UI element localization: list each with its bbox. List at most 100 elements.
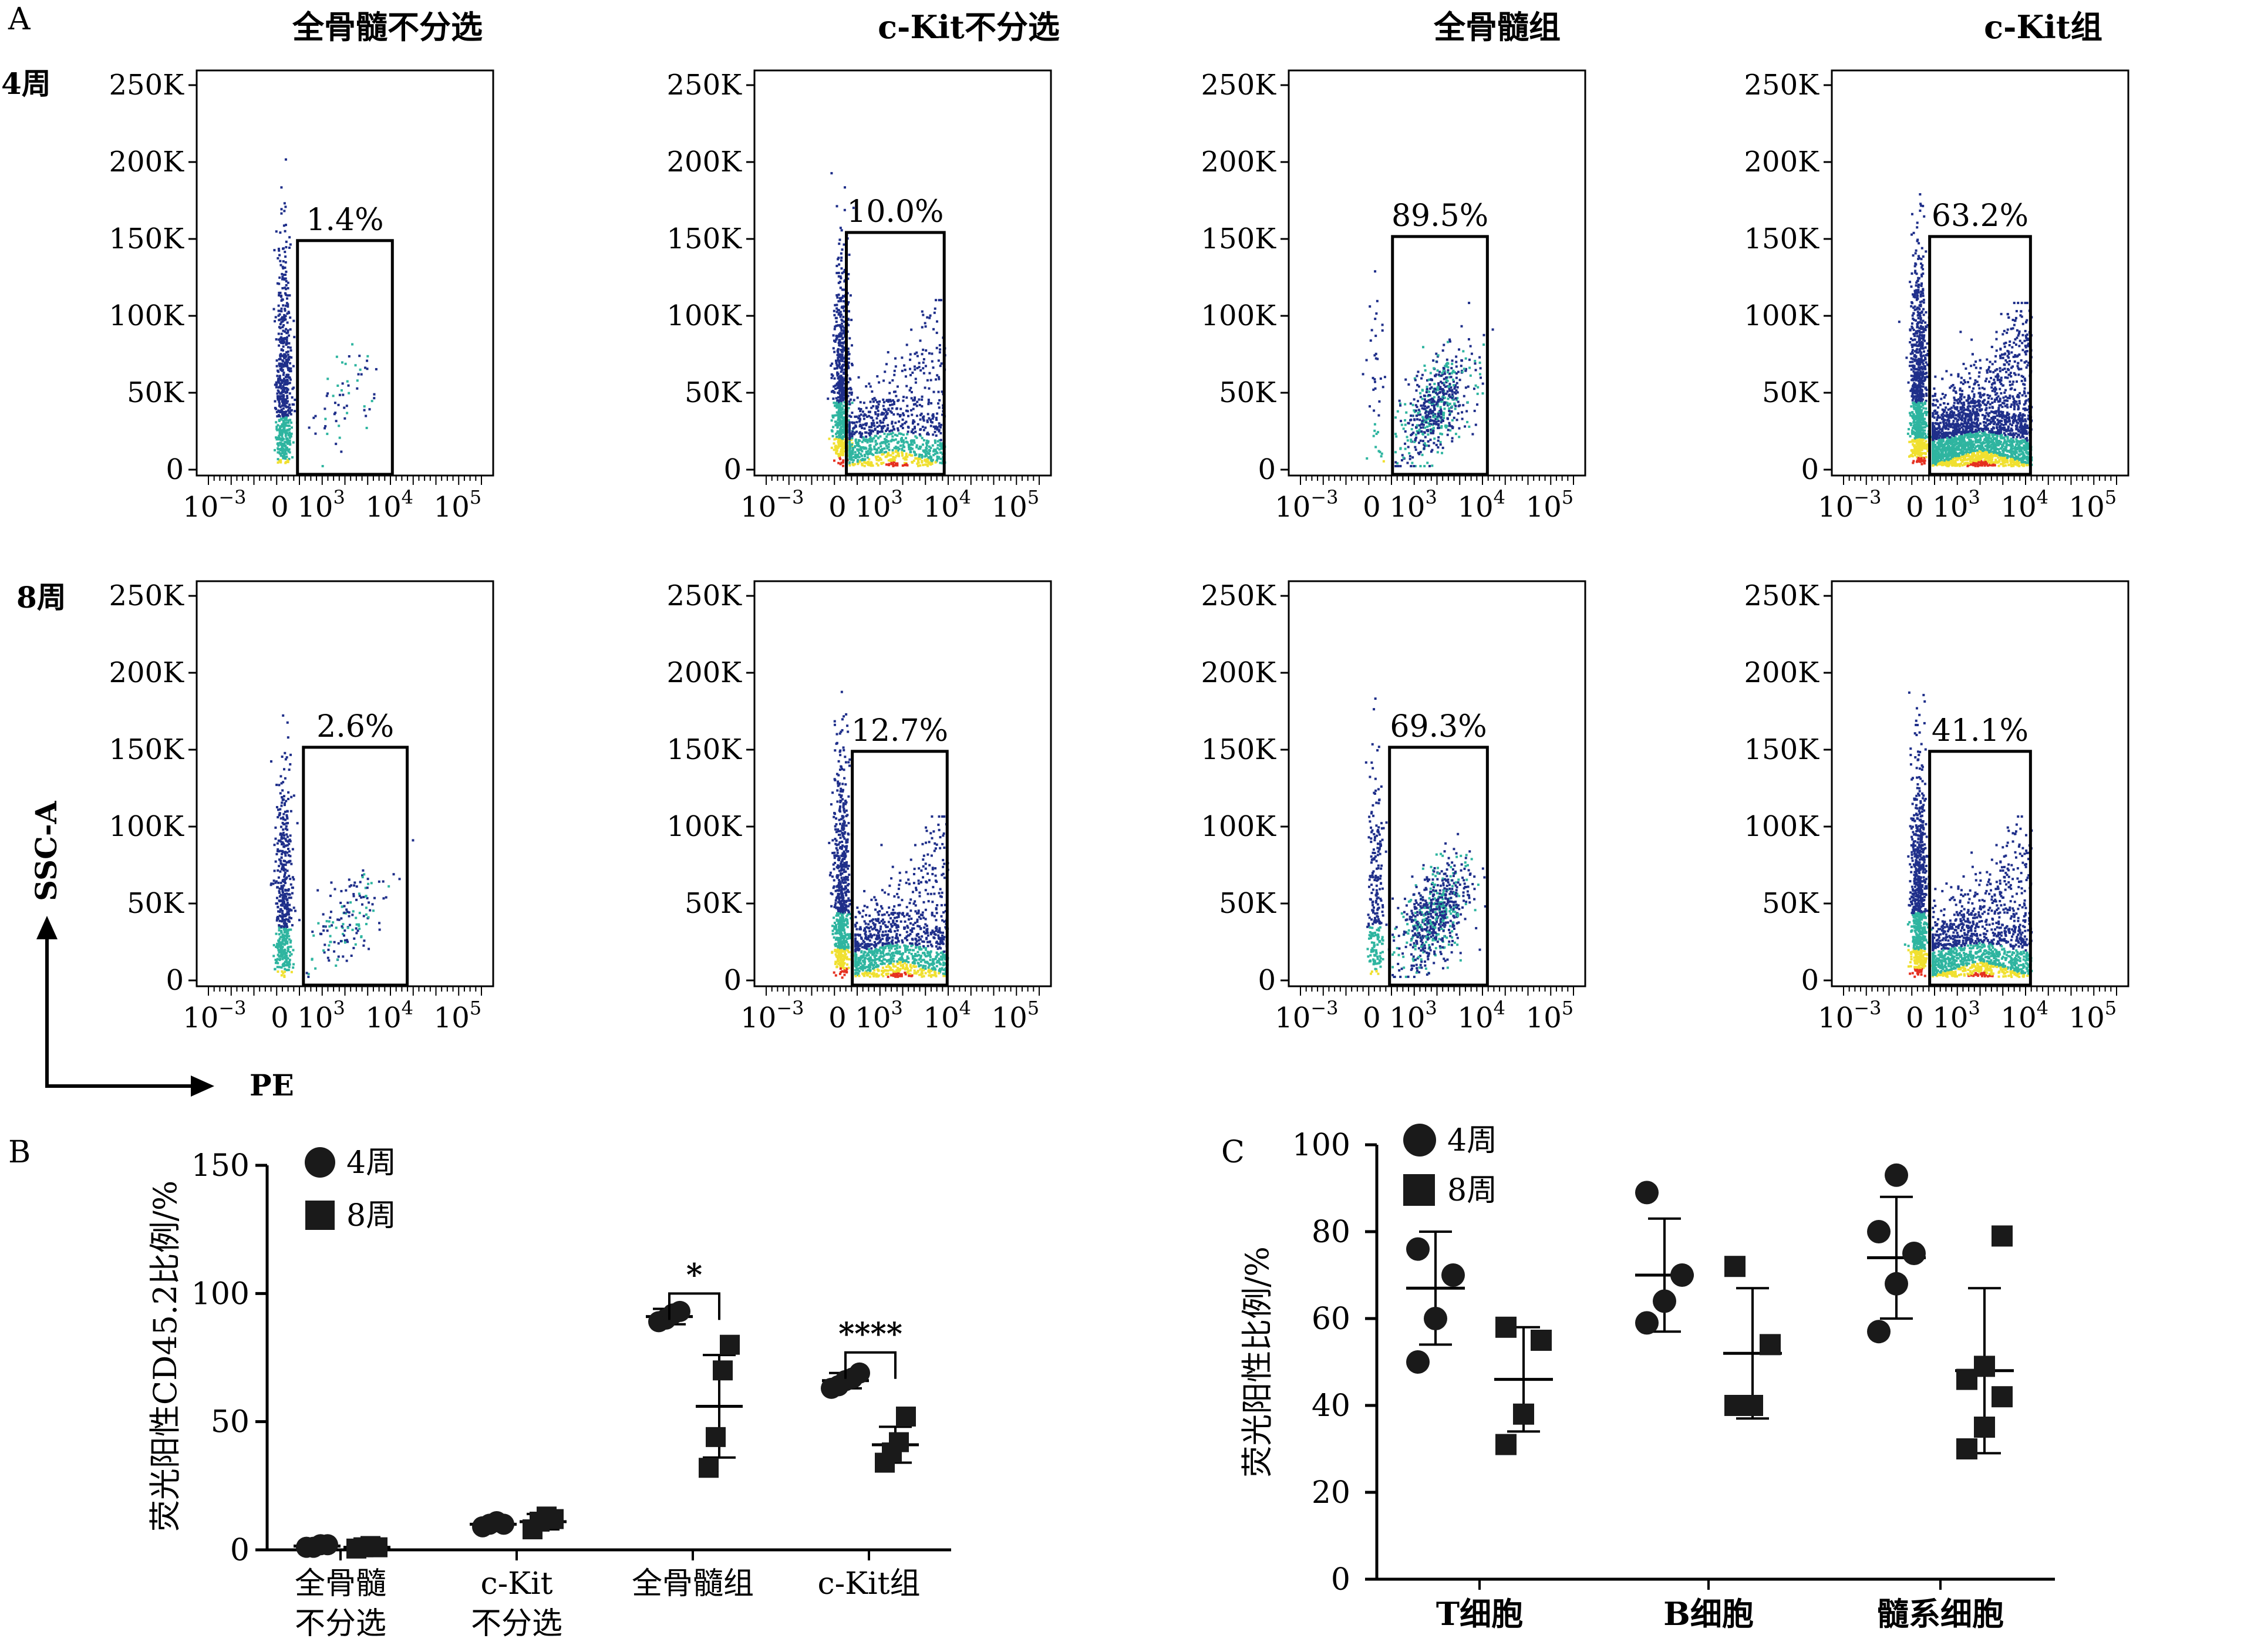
event-dot	[1920, 409, 1923, 412]
event-dot	[1439, 386, 1442, 389]
event-dot	[927, 403, 930, 406]
event-dot	[868, 448, 871, 451]
event-dot	[848, 403, 851, 406]
event-dot	[1427, 399, 1430, 402]
event-dot	[281, 275, 284, 278]
event-dot	[1940, 397, 1943, 400]
event-dot	[840, 416, 843, 419]
event-dot	[837, 443, 840, 446]
event-dot	[342, 393, 345, 396]
event-dot	[938, 456, 941, 458]
event-dot	[837, 275, 840, 278]
event-dot	[1431, 419, 1434, 422]
event-dot	[887, 446, 890, 449]
event-dot	[280, 332, 283, 335]
event-dot	[1949, 407, 1952, 410]
event-dot	[933, 311, 936, 314]
event-dot	[929, 314, 932, 317]
event-dot	[1428, 401, 1431, 404]
event-dot	[938, 344, 941, 347]
event-dot	[1915, 349, 1918, 352]
row-label-4-weeks: 4周	[1, 66, 51, 101]
event-dot	[843, 387, 846, 390]
event-dot	[279, 231, 282, 234]
event-dot	[1425, 444, 1428, 447]
event-dot	[1413, 377, 1416, 380]
event-dot	[834, 446, 837, 449]
event-dot	[841, 447, 844, 450]
event-dot	[286, 362, 289, 365]
event-dot	[1429, 372, 1432, 375]
event-dot	[278, 363, 281, 366]
event-dot	[1918, 327, 1921, 330]
event-dot	[1918, 336, 1920, 339]
event-dot	[912, 403, 915, 406]
event-dot	[1464, 357, 1467, 360]
event-dot	[1433, 387, 1436, 390]
event-dot	[880, 461, 883, 464]
event-dot	[281, 379, 284, 382]
event-dot	[878, 424, 881, 427]
event-dot	[1923, 401, 1926, 404]
event-dot	[1921, 361, 1924, 364]
event-dot	[902, 444, 905, 447]
event-dot	[288, 403, 291, 406]
event-dot	[892, 464, 895, 467]
event-dot	[914, 403, 917, 406]
event-dot	[279, 437, 282, 440]
event-dot	[886, 453, 889, 456]
event-dot	[889, 459, 892, 462]
event-dot	[931, 458, 934, 461]
event-dot	[926, 413, 929, 416]
event-dot	[288, 451, 291, 454]
event-dot	[2015, 400, 2018, 403]
y-tick-label: 100K	[109, 299, 185, 332]
event-dot	[905, 396, 908, 399]
event-dot	[1920, 326, 1923, 329]
y-tick-label: 0	[166, 453, 184, 486]
event-dot	[839, 404, 842, 407]
event-dot	[1437, 439, 1440, 442]
event-dot	[866, 441, 869, 444]
event-dot	[1431, 431, 1434, 434]
event-dot	[1445, 381, 1448, 384]
event-dot	[1439, 399, 1442, 402]
event-dot	[1916, 388, 1919, 391]
event-dot	[1912, 397, 1915, 400]
event-dot	[853, 463, 856, 466]
event-dot	[939, 443, 942, 446]
event-dot	[284, 338, 287, 340]
event-dot	[1413, 440, 1416, 443]
event-dot	[1959, 406, 1962, 409]
event-dot	[847, 347, 850, 350]
event-dot	[1921, 368, 1924, 370]
event-dot	[839, 457, 842, 460]
event-dot	[1918, 397, 1921, 400]
event-dot	[1920, 346, 1923, 349]
event-dot	[899, 407, 902, 410]
event-dot	[274, 400, 277, 403]
event-dot	[941, 390, 944, 393]
event-dot	[848, 461, 851, 464]
event-dot	[916, 355, 919, 358]
event-dot	[1448, 387, 1451, 390]
event-dot	[1915, 397, 1918, 400]
event-dot	[885, 440, 888, 443]
event-dot	[842, 382, 845, 385]
event-dot	[880, 445, 882, 448]
event-dot	[839, 394, 842, 397]
event-dot	[835, 265, 838, 268]
event-dot	[1920, 413, 1923, 416]
event-dot	[1916, 345, 1919, 348]
event-dot	[277, 448, 280, 451]
event-dot	[288, 342, 291, 345]
event-dot	[939, 299, 942, 302]
event-dot	[1394, 451, 1397, 454]
event-dot	[919, 339, 922, 342]
event-dot	[918, 433, 921, 436]
event-dot	[919, 447, 922, 450]
event-dot	[1947, 428, 1950, 431]
event-dot	[851, 443, 854, 446]
event-dot	[1923, 376, 1926, 379]
event-dot	[875, 417, 878, 420]
